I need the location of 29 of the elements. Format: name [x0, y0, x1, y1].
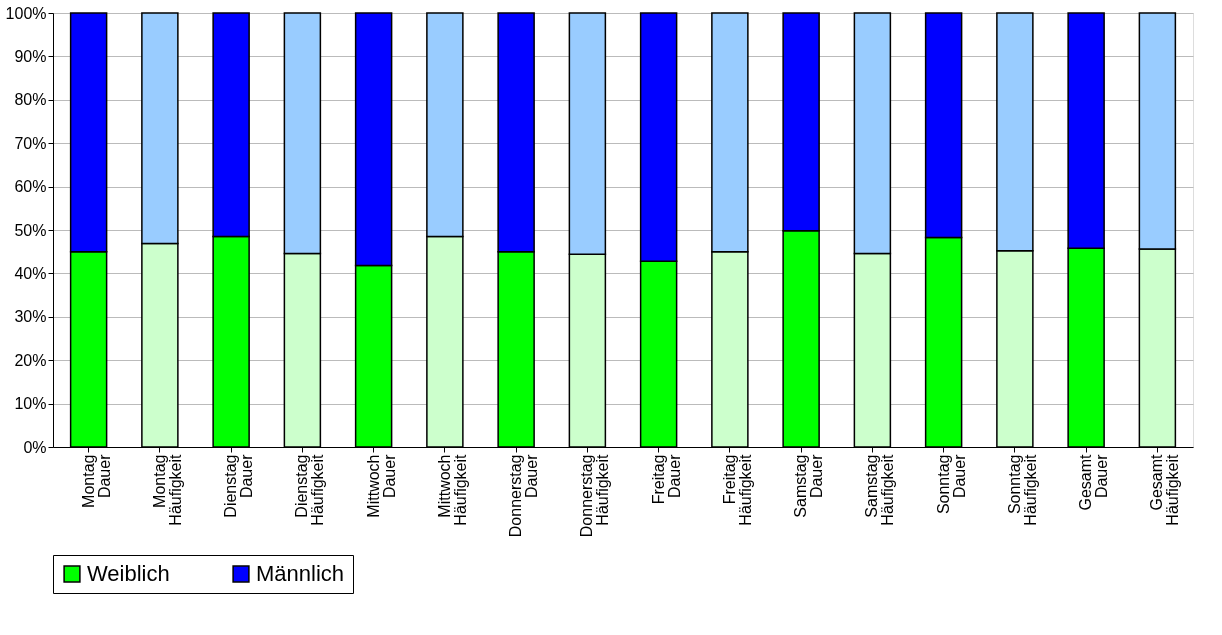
- x-tick-label: Samstag Dauer: [792, 453, 826, 518]
- y-tick-label: 60%: [14, 178, 47, 196]
- x-tick-label: Dienstag Häufigkeit: [293, 453, 327, 526]
- y-tick-label: 80%: [14, 91, 47, 109]
- x-tick-label: Gesamt Häufigkeit: [1148, 453, 1182, 526]
- y-tick-label: 0%: [23, 438, 47, 456]
- x-tick-label: Sonntag Dauer: [934, 453, 968, 515]
- legend-label: Männlich: [256, 561, 345, 586]
- x-tick-label: Samstag Häufigkeit: [863, 453, 897, 526]
- y-tick-label: 100%: [5, 4, 47, 22]
- x-tick-label: Montag Häufigkeit: [150, 453, 184, 526]
- x-tick-label: Mittwoch Dauer: [364, 453, 398, 518]
- y-tick-label: 50%: [14, 221, 47, 239]
- x-tick-label: Dienstag Dauer: [222, 453, 256, 518]
- y-tick-label: 20%: [14, 351, 47, 369]
- x-tick-label: Mittwoch Häufigkeit: [435, 453, 469, 526]
- x-tick-label: Montag Dauer: [79, 453, 113, 508]
- y-tick-label: 10%: [14, 395, 47, 413]
- x-tick-label: Freitag Dauer: [649, 453, 683, 505]
- x-tick-label: Donnerstag Dauer: [507, 453, 541, 538]
- x-tick-label: Sonntag Häufigkeit: [1005, 453, 1039, 526]
- y-tick-label: 70%: [14, 134, 47, 152]
- x-tick-label: Freitag Häufigkeit: [720, 453, 754, 526]
- y-tick-label: 40%: [14, 264, 47, 282]
- legend-label: Weiblich: [87, 561, 170, 586]
- y-tick-label: 90%: [14, 47, 47, 65]
- x-tick-label: Donnerstag Häufigkeit: [578, 453, 612, 538]
- y-tick-label: 30%: [14, 308, 47, 326]
- x-tick-label: Gesamt Dauer: [1077, 453, 1111, 511]
